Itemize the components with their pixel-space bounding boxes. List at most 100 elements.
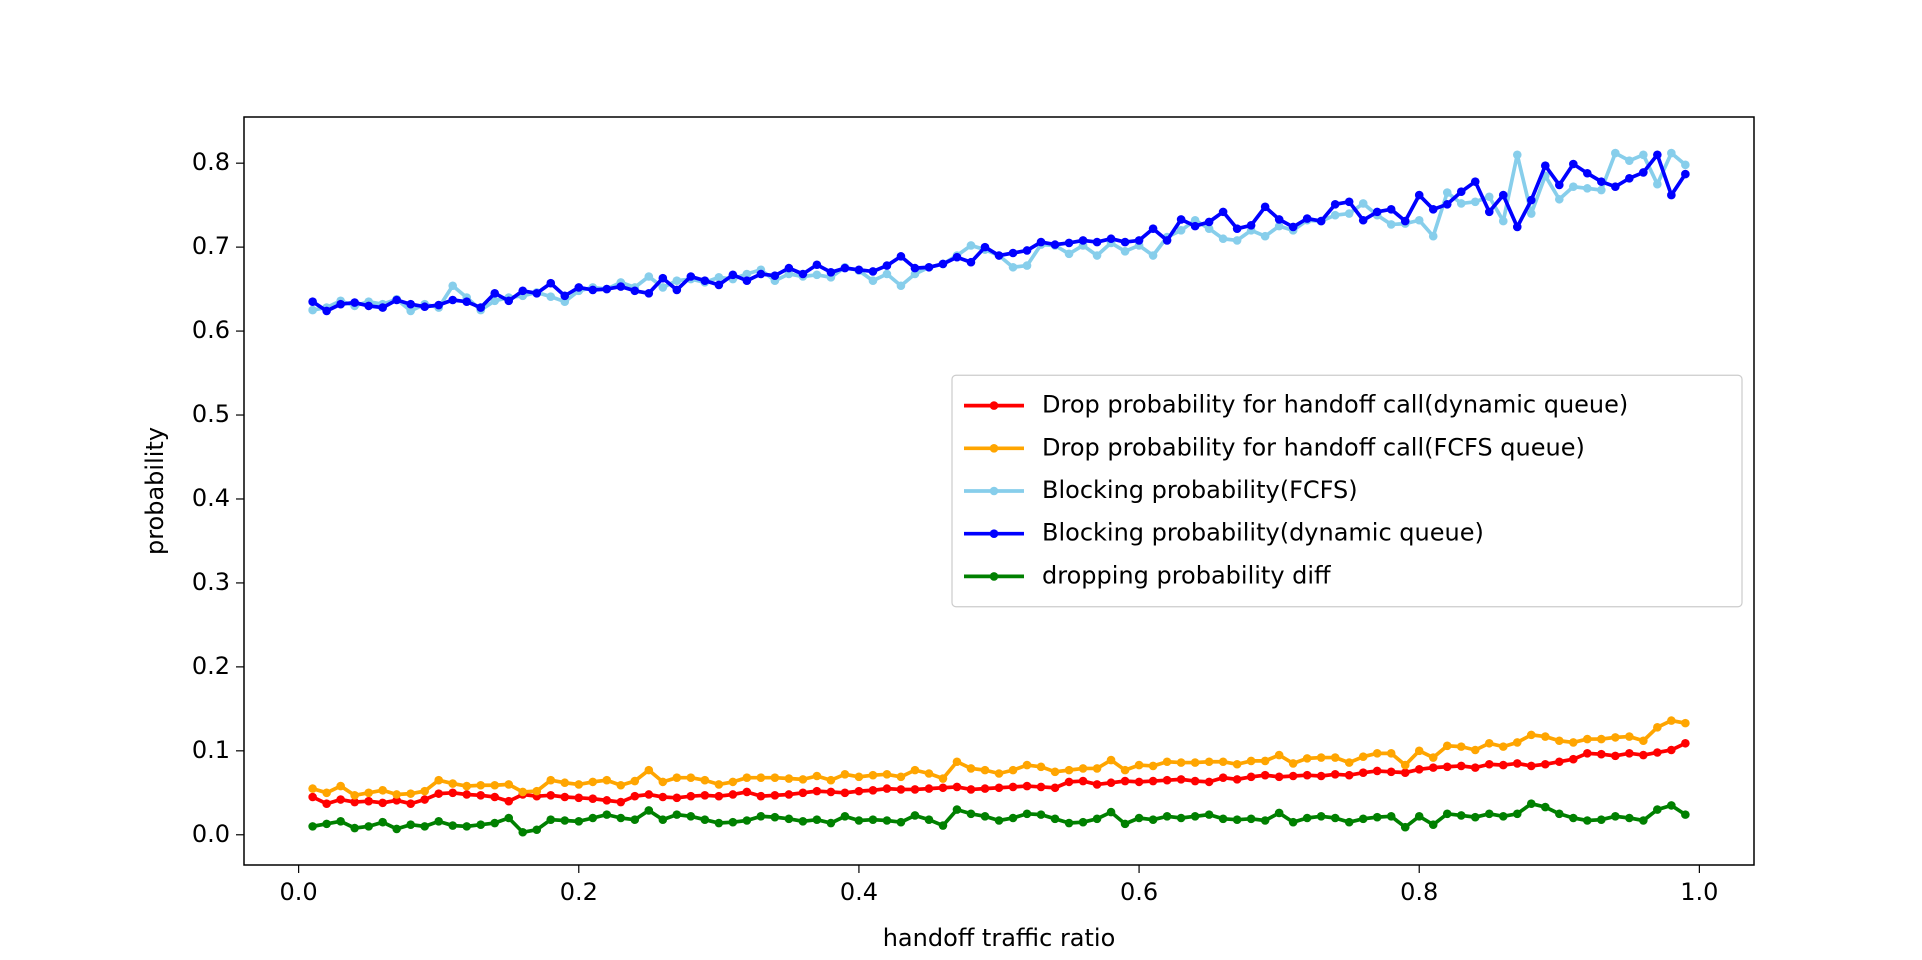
data-point — [658, 283, 668, 292]
data-point — [882, 784, 892, 793]
data-point — [784, 790, 794, 799]
data-point — [574, 780, 584, 789]
data-point — [1569, 738, 1578, 747]
data-point — [784, 814, 794, 824]
data-point — [812, 270, 822, 280]
data-point — [1526, 195, 1536, 205]
data-point — [868, 815, 878, 824]
data-point — [1176, 813, 1186, 823]
data-point — [1498, 812, 1508, 821]
x-tick-label: 1.0 — [1680, 878, 1718, 906]
data-point — [602, 775, 612, 785]
data-point — [1162, 236, 1172, 245]
data-point — [1639, 736, 1648, 746]
data-point — [532, 786, 542, 796]
data-point — [896, 281, 906, 291]
data-point — [966, 257, 976, 267]
data-point — [1653, 805, 1662, 814]
data-point — [700, 276, 710, 286]
data-point — [714, 280, 724, 290]
data-point — [910, 765, 920, 775]
data-point — [1092, 814, 1102, 824]
data-point — [952, 252, 962, 262]
data-point — [1246, 814, 1256, 824]
data-point — [686, 773, 696, 782]
data-point — [1162, 812, 1172, 821]
data-point — [602, 284, 612, 294]
data-point — [1681, 160, 1690, 170]
data-point — [742, 276, 752, 286]
data-point — [1442, 188, 1452, 197]
data-point — [1260, 231, 1270, 241]
data-point — [434, 817, 444, 826]
data-point — [406, 789, 415, 798]
data-point — [1302, 770, 1312, 780]
data-point — [1120, 819, 1130, 829]
data-point — [448, 281, 458, 291]
y-axis-label: probability — [141, 427, 169, 555]
data-point — [1106, 807, 1116, 817]
data-point — [616, 813, 626, 823]
data-point — [434, 300, 444, 310]
data-point — [1176, 775, 1186, 784]
data-point — [560, 816, 570, 825]
data-point — [1554, 736, 1564, 746]
data-point — [924, 784, 934, 793]
data-point — [644, 765, 654, 775]
y-tick-label: 0.4 — [192, 484, 230, 512]
legend-marker — [989, 529, 999, 538]
legend: Drop probability for handoff call(dynami… — [951, 374, 1743, 608]
data-point — [798, 269, 808, 279]
data-point — [462, 781, 472, 791]
data-point — [546, 791, 556, 800]
data-point — [1611, 148, 1620, 158]
data-point — [1008, 262, 1018, 272]
data-point — [1330, 200, 1340, 209]
data-point — [1344, 770, 1354, 780]
data-point — [1484, 809, 1494, 819]
data-point — [378, 817, 387, 827]
data-point — [630, 776, 640, 786]
data-point — [1288, 222, 1298, 232]
data-point — [1302, 813, 1312, 823]
data-point — [1204, 224, 1214, 233]
data-point — [602, 796, 612, 805]
data-point — [868, 785, 878, 795]
data-point — [1554, 194, 1564, 204]
data-point — [336, 795, 345, 804]
data-point — [1625, 732, 1634, 741]
data-point — [1583, 749, 1592, 758]
data-point — [910, 269, 920, 279]
data-point — [546, 815, 556, 824]
data-point — [826, 787, 836, 797]
data-point — [896, 785, 906, 794]
data-point — [1274, 808, 1284, 818]
data-point — [1232, 775, 1242, 784]
data-point — [308, 305, 317, 315]
data-point — [1148, 815, 1158, 824]
data-point — [854, 265, 864, 275]
data-point — [854, 786, 864, 796]
data-point — [924, 815, 934, 824]
data-point — [1218, 814, 1228, 824]
data-point — [1022, 246, 1032, 255]
data-point — [1470, 745, 1480, 755]
data-point — [1120, 776, 1130, 786]
data-point — [1526, 761, 1536, 771]
data-point — [588, 285, 598, 295]
data-point — [994, 783, 1004, 793]
data-point — [476, 303, 486, 312]
data-point — [714, 273, 724, 282]
data-point — [1134, 777, 1144, 787]
data-point — [994, 251, 1004, 260]
data-point — [1386, 767, 1396, 777]
data-point — [532, 825, 542, 835]
data-point — [1246, 756, 1256, 766]
data-point — [1526, 209, 1536, 218]
data-point — [504, 813, 514, 823]
data-point — [910, 263, 920, 273]
data-point — [1554, 180, 1564, 190]
data-point — [644, 288, 654, 298]
data-point — [1611, 812, 1620, 821]
data-point — [1008, 248, 1018, 258]
